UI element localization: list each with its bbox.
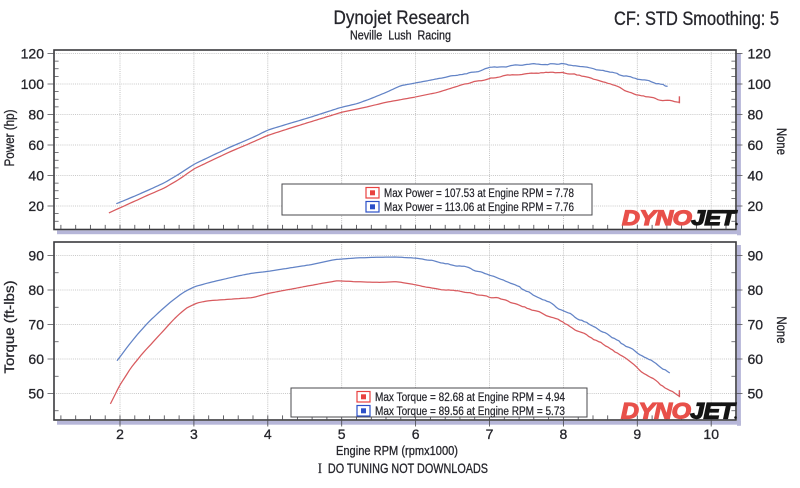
svg-text:Max Power = 113.06 at Engine R: Max Power = 113.06 at Engine RPM = 7.76 [384, 202, 574, 214]
svg-text:10: 10 [703, 426, 719, 442]
svg-text:40: 40 [28, 167, 44, 183]
svg-text:Torque (ft-lbs): Torque (ft-lbs) [1, 281, 17, 374]
svg-text:90: 90 [28, 247, 44, 263]
svg-text:120: 120 [21, 45, 45, 61]
svg-text:None: None [774, 128, 789, 155]
svg-text:Power (hp): Power (hp) [1, 110, 17, 167]
svg-text:80: 80 [28, 106, 44, 122]
svg-text:120: 120 [748, 45, 772, 61]
svg-text:60: 60 [748, 137, 764, 153]
svg-text:20: 20 [28, 198, 44, 214]
svg-text:Engine RPM (rpmx1000): Engine RPM (rpmx1000) [336, 443, 458, 458]
svg-text:8: 8 [560, 426, 568, 442]
svg-text:6: 6 [412, 426, 420, 442]
svg-text:40: 40 [748, 167, 764, 183]
svg-text:7: 7 [486, 426, 494, 442]
svg-text:60: 60 [748, 351, 764, 367]
svg-text:100: 100 [748, 76, 772, 92]
svg-text:3: 3 [190, 426, 198, 442]
svg-text:70: 70 [748, 316, 764, 332]
svg-text:80: 80 [748, 106, 764, 122]
svg-text:50: 50 [28, 385, 44, 401]
svg-text:Dynojet Research: Dynojet Research [334, 8, 470, 29]
svg-text:CF: STD Smoothing: 5: CF: STD Smoothing: 5 [614, 9, 779, 30]
svg-text:Max Torque = 89.56 at Engine R: Max Torque = 89.56 at Engine RPM = 5.73 [375, 406, 565, 418]
svg-text:9: 9 [633, 426, 641, 442]
svg-text:70: 70 [28, 316, 44, 332]
svg-text:100: 100 [21, 76, 45, 92]
svg-text:50: 50 [748, 385, 764, 401]
svg-text:2: 2 [116, 426, 124, 442]
svg-text:Neville Lush Racing: Neville Lush Racing [350, 28, 451, 43]
svg-text:60: 60 [28, 137, 44, 153]
svg-text:80: 80 [28, 282, 44, 298]
svg-text:Max Torque = 82.68 at Engine R: Max Torque = 82.68 at Engine RPM = 4.94 [375, 392, 566, 404]
svg-text:5: 5 [338, 426, 346, 442]
svg-text:20: 20 [748, 198, 764, 214]
svg-text:4: 4 [264, 426, 272, 442]
svg-text:None: None [774, 317, 789, 344]
svg-text:Max Power = 107.53 at Engine R: Max Power = 107.53 at Engine RPM = 7.78 [384, 188, 574, 200]
svg-text:I DO TUNING NOT DOWNLOADS: I DO TUNING NOT DOWNLOADS [318, 461, 488, 477]
svg-text:90: 90 [748, 247, 764, 263]
svg-text:80: 80 [748, 282, 764, 298]
svg-text:60: 60 [28, 351, 44, 367]
